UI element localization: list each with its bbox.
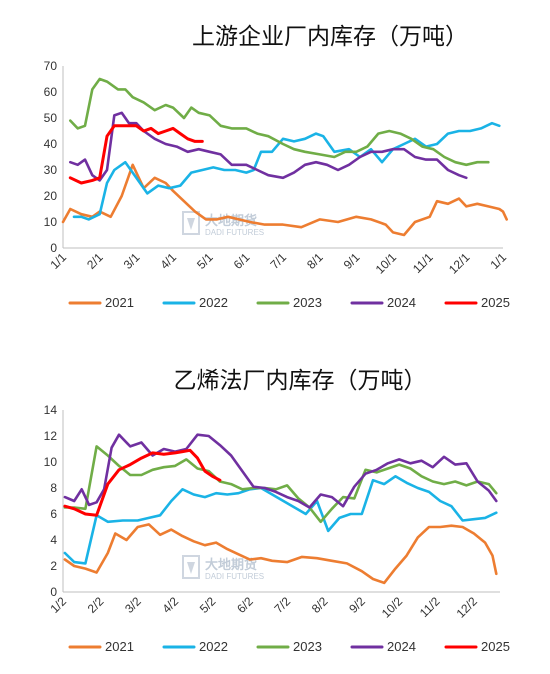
legend-item-2021[interactable]: 2021 xyxy=(68,295,134,310)
y-tick-label: 0 xyxy=(50,241,57,255)
series-line-2022 xyxy=(63,475,498,565)
x-tick-label: 5/2 xyxy=(197,594,219,616)
series-line-2025 xyxy=(63,448,222,517)
legend-label: 2024 xyxy=(387,295,416,310)
legend-item-2023[interactable]: 2023 xyxy=(256,639,322,654)
watermark-icon xyxy=(182,211,200,235)
series-line-2024 xyxy=(63,433,498,509)
watermark-icon xyxy=(182,555,200,579)
x-tick-label: 7/2 xyxy=(272,594,294,616)
x-tick-label: 8/2 xyxy=(309,594,331,616)
x-tick-label: 3/1 xyxy=(121,250,143,272)
y-tick-label: 50 xyxy=(44,111,58,125)
x-tick-label: 10/2 xyxy=(379,594,406,621)
legend-item-2022[interactable]: 2022 xyxy=(162,639,228,654)
x-tick-label: 9/1 xyxy=(341,250,363,272)
watermark-text-cn: 大地期货 xyxy=(205,213,257,229)
x-tick-label: 5/1 xyxy=(194,250,216,272)
x-tick-label: 4/1 xyxy=(157,250,179,272)
y-tick-label: 10 xyxy=(44,455,58,469)
legend-item-2025[interactable]: 2025 xyxy=(444,295,510,310)
series-line-2023 xyxy=(69,77,490,167)
watermark-text-en: DADI FUTURES xyxy=(205,572,264,581)
series-line-2024 xyxy=(69,111,468,182)
y-tick-label: 6 xyxy=(50,507,57,521)
y-tick-label: 0 xyxy=(50,585,57,599)
legend-label: 2022 xyxy=(199,639,228,654)
y-tick-label: 2 xyxy=(50,559,57,573)
x-tick-label: 12/2 xyxy=(454,594,481,621)
legend-item-2023[interactable]: 2023 xyxy=(256,295,322,310)
x-tick-label: 6/2 xyxy=(234,594,256,616)
series-line-2025 xyxy=(68,124,204,185)
y-tick-label: 10 xyxy=(44,215,58,229)
y-tick-label: 60 xyxy=(44,85,58,99)
x-tick-label: 9/2 xyxy=(346,594,368,616)
x-tick-label: 2/2 xyxy=(85,594,107,616)
y-tick-label: 12 xyxy=(44,429,58,443)
x-tick-label: 10/1 xyxy=(373,250,400,277)
y-tick-label: 70 xyxy=(44,59,58,73)
chart-title: 乙烯法厂内库存（万吨） xyxy=(174,368,427,394)
x-tick-label: 11/2 xyxy=(417,594,443,620)
watermark-text-en: DADI FUTURES xyxy=(205,228,264,237)
series-line-2022 xyxy=(72,121,501,221)
legend-label: 2022 xyxy=(199,295,228,310)
series-line-2021 xyxy=(63,523,498,585)
series-line-2021 xyxy=(61,163,508,237)
legend-item-2024[interactable]: 2024 xyxy=(350,295,416,310)
y-tick-label: 20 xyxy=(44,189,58,203)
x-tick-label: 7/1 xyxy=(267,250,289,272)
legend-label: 2024 xyxy=(387,639,416,654)
watermark-icon-mark xyxy=(187,562,195,574)
x-tick-label: 8/1 xyxy=(304,250,326,272)
legend-label: 2021 xyxy=(105,295,134,310)
x-tick-label: 12/1 xyxy=(446,250,473,277)
y-tick-label: 30 xyxy=(44,163,58,177)
legend-item-2025[interactable]: 2025 xyxy=(444,639,510,654)
legend-label: 2025 xyxy=(481,639,510,654)
x-tick-label: 2/1 xyxy=(84,250,106,272)
legend-item-2024[interactable]: 2024 xyxy=(350,639,416,654)
chart-title: 上游企业厂内库存（万吨） xyxy=(192,24,468,50)
legend-item-2022[interactable]: 2022 xyxy=(162,295,228,310)
x-tick-label: 4/2 xyxy=(159,594,181,616)
x-tick-label: 11/1 xyxy=(410,250,436,276)
legend-label: 2025 xyxy=(481,295,510,310)
legend-label: 2023 xyxy=(293,639,322,654)
watermark-icon-mark xyxy=(187,218,195,230)
legend-label: 2023 xyxy=(293,295,322,310)
y-tick-label: 8 xyxy=(50,481,57,495)
x-tick-label: 6/1 xyxy=(231,250,253,272)
watermark-text-cn: 大地期货 xyxy=(205,557,257,573)
y-tick-label: 4 xyxy=(50,533,57,547)
y-tick-label: 14 xyxy=(44,403,58,417)
x-tick-label: 1/1 xyxy=(487,250,509,272)
x-tick-label: 3/2 xyxy=(122,594,144,616)
legend-label: 2021 xyxy=(105,639,134,654)
y-tick-label: 40 xyxy=(44,137,58,151)
legend-item-2021[interactable]: 2021 xyxy=(68,639,134,654)
series-line-2023 xyxy=(63,445,498,524)
